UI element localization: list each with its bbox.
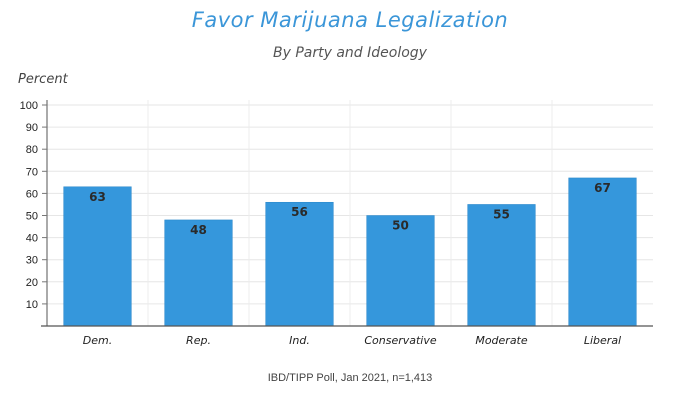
y-tick-label: 50 bbox=[26, 211, 38, 223]
y-tick-label: 20 bbox=[26, 277, 38, 289]
bar-ind bbox=[265, 201, 334, 327]
x-tick-label: Ind. bbox=[289, 334, 310, 347]
y-tick-label: 80 bbox=[26, 144, 38, 156]
data-label: 63 bbox=[89, 190, 106, 204]
bar-conservative bbox=[366, 215, 435, 327]
bar-rep bbox=[164, 219, 233, 327]
chart-title: Favor Marijuana Legalization bbox=[191, 8, 509, 32]
bars bbox=[63, 177, 637, 327]
y-tick-label: 60 bbox=[26, 188, 38, 200]
labels: 63 Dem. 48 Rep. 56 Ind. 50 Conservative 55 Modera… bbox=[20, 100, 621, 347]
data-label: 67 bbox=[594, 181, 611, 195]
y-tick-label: 100 bbox=[20, 100, 38, 112]
y-tick-label: 40 bbox=[26, 233, 38, 245]
data-label: 50 bbox=[392, 219, 409, 233]
y-tick-label: 30 bbox=[26, 255, 38, 267]
data-label: 48 bbox=[190, 223, 207, 237]
x-tick-label: Liberal bbox=[584, 334, 621, 347]
bar-moderate bbox=[467, 204, 536, 327]
data-label: 56 bbox=[291, 205, 308, 219]
y-tick-label: 10 bbox=[26, 299, 38, 311]
source-note: IBD/TIPP Poll, Jan 2021, n=1,413 bbox=[267, 372, 433, 384]
axes bbox=[41, 100, 653, 327]
bar-liberal bbox=[568, 177, 637, 327]
chart-subtitle: By Party and Ideology bbox=[273, 45, 427, 61]
y-tick-label: 90 bbox=[26, 122, 38, 134]
x-tick-label: Dem. bbox=[83, 334, 112, 347]
x-tick-label: Rep. bbox=[186, 334, 211, 347]
y-tick-label: 70 bbox=[26, 166, 38, 178]
x-tick-label: Moderate bbox=[475, 334, 528, 347]
gridlines bbox=[47, 100, 653, 326]
data-label: 55 bbox=[493, 207, 510, 221]
bar-dem bbox=[63, 186, 132, 327]
x-tick-label: Conservative bbox=[364, 334, 437, 347]
y-axis-label: Percent bbox=[18, 72, 68, 87]
